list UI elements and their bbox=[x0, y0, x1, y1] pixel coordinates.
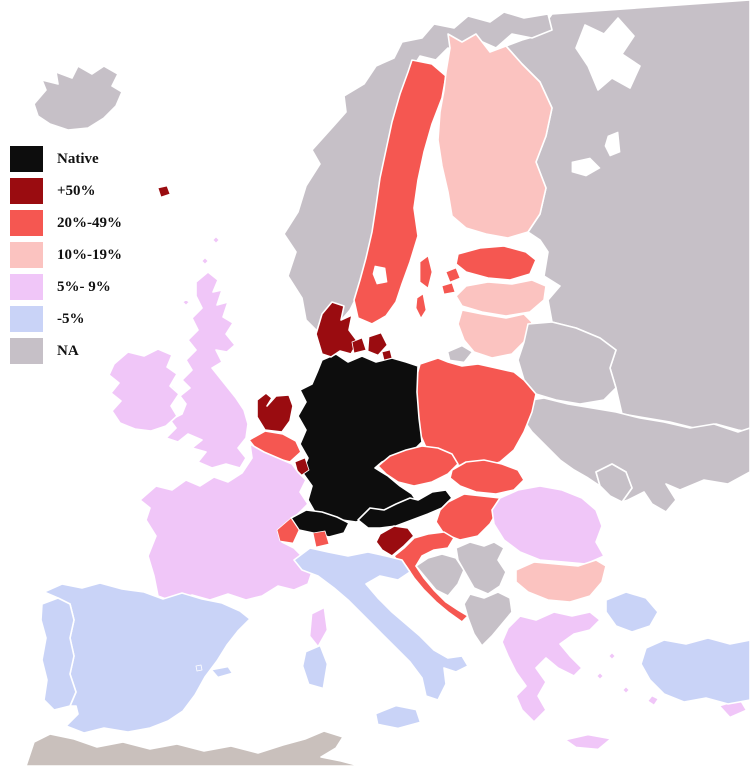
region-ukraine bbox=[517, 397, 750, 513]
region-sweden bbox=[353, 59, 447, 325]
region-oland bbox=[415, 293, 427, 319]
region-slovenia bbox=[375, 525, 415, 557]
region-romania bbox=[491, 485, 605, 565]
region-latvia bbox=[455, 279, 547, 317]
region-estonia-island-s bbox=[441, 282, 456, 295]
region-switzerland bbox=[290, 509, 350, 538]
legend-item-na: NA bbox=[10, 338, 122, 364]
region-balearics bbox=[211, 666, 233, 678]
legend-item-p5_9: 5%- 9% bbox=[10, 274, 122, 300]
region-kaliningrad bbox=[447, 345, 473, 363]
region-italy bbox=[293, 547, 469, 701]
region-shetland bbox=[212, 236, 220, 244]
legend-swatch-native bbox=[10, 146, 43, 172]
region-belarus bbox=[517, 321, 617, 405]
legend-label-p10_19: 10%-19% bbox=[57, 246, 122, 263]
legend-item-p20_49: 20%-49% bbox=[10, 210, 122, 236]
region-gotland bbox=[419, 255, 433, 289]
legend-label-plus50: +50% bbox=[57, 182, 96, 199]
region-orkney bbox=[201, 257, 209, 265]
region-serbia bbox=[455, 541, 507, 595]
map-legend: Native +50% 20%-49% 10%-19% 5%- 9% -5% NA bbox=[10, 146, 122, 370]
region-crete bbox=[565, 734, 611, 750]
region-switzerland-west bbox=[276, 517, 300, 544]
legend-item-minus5: -5% bbox=[10, 306, 122, 332]
region-white-sea bbox=[575, 17, 641, 91]
legend-item-p10_19: 10%-19% bbox=[10, 242, 122, 268]
region-balearics-2 bbox=[195, 664, 203, 672]
legend-swatch-p5_9 bbox=[10, 274, 43, 300]
region-zealand bbox=[367, 332, 388, 356]
region-funen bbox=[351, 337, 367, 354]
region-bornholm bbox=[381, 349, 393, 361]
legend-label-p20_49: 20%-49% bbox=[57, 214, 122, 231]
region-bulgaria bbox=[515, 559, 607, 603]
region-aegean-1 bbox=[608, 652, 616, 660]
region-denmark bbox=[315, 301, 359, 358]
region-turkey-thrace bbox=[605, 591, 659, 633]
region-hungary bbox=[435, 493, 501, 541]
region-bosnia bbox=[415, 553, 465, 597]
region-croatia bbox=[393, 531, 469, 623]
region-albania-region bbox=[463, 591, 513, 647]
region-ireland bbox=[108, 348, 180, 432]
region-lake-onega bbox=[604, 131, 621, 157]
legend-swatch-p10_19 bbox=[10, 242, 43, 268]
region-lake-vanern bbox=[372, 265, 388, 285]
region-moldova bbox=[595, 463, 633, 503]
region-czechia bbox=[377, 445, 459, 487]
region-corsica bbox=[309, 607, 328, 647]
legend-swatch-minus5 bbox=[10, 306, 43, 332]
region-estonia bbox=[455, 245, 537, 281]
region-hebrides bbox=[182, 299, 190, 306]
region-finland bbox=[437, 33, 553, 239]
region-spain bbox=[43, 582, 251, 734]
region-portugal bbox=[40, 597, 77, 711]
legend-label-na: NA bbox=[57, 342, 79, 359]
region-estonia-island-n bbox=[445, 267, 461, 283]
legend-label-native: Native bbox=[57, 150, 99, 167]
legend-swatch-plus50 bbox=[10, 178, 43, 204]
legend-label-minus5: -5% bbox=[57, 310, 85, 327]
region-lake-ladoga bbox=[571, 157, 601, 177]
legend-swatch-na bbox=[10, 338, 43, 364]
region-sardinia bbox=[302, 645, 328, 689]
region-turkey bbox=[640, 637, 750, 705]
region-rhodes bbox=[647, 695, 659, 706]
region-sicily bbox=[375, 705, 421, 729]
region-greece bbox=[501, 611, 601, 723]
legend-swatch-p20_49 bbox=[10, 210, 43, 236]
region-aegean-2 bbox=[596, 672, 604, 680]
region-poland bbox=[413, 357, 537, 469]
region-austria bbox=[357, 489, 453, 529]
region-north-africa bbox=[25, 730, 361, 766]
legend-item-plus50: +50% bbox=[10, 178, 122, 204]
region-netherlands bbox=[256, 392, 294, 433]
legend-label-p5_9: 5%- 9% bbox=[57, 278, 111, 295]
region-aegean-3 bbox=[622, 686, 630, 694]
legend-item-native: Native bbox=[10, 146, 122, 172]
region-united-kingdom bbox=[165, 271, 249, 469]
region-iceland bbox=[33, 65, 123, 131]
region-slovakia bbox=[449, 459, 525, 495]
region-faroe bbox=[157, 185, 171, 198]
region-germany bbox=[297, 353, 423, 523]
region-switzerland-south bbox=[312, 530, 330, 548]
region-lithuania bbox=[457, 309, 533, 359]
